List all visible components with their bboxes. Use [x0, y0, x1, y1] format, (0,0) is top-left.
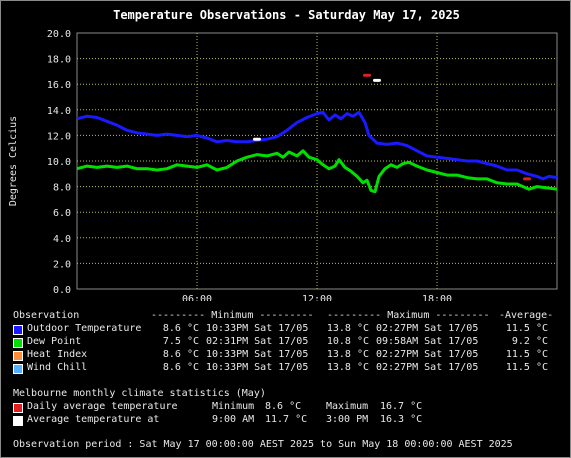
- daily-max-value: 16.7 °C: [380, 401, 423, 412]
- max-time: 02:27PM Sat 17/05: [376, 362, 479, 373]
- series-swatch: [13, 351, 23, 361]
- series-swatch: [13, 364, 23, 374]
- min-time: 02:31PM Sat 17/05: [206, 336, 309, 347]
- max-time: 09:58AM Sat 17/05: [376, 336, 479, 347]
- y-tick-label: 10.0: [47, 157, 71, 168]
- y-tick-label: 20.0: [47, 29, 71, 40]
- table-header-maximum: --------- Maximum ---------: [327, 310, 490, 321]
- average-at-swatch: [13, 416, 23, 426]
- max-value: 13.8 °C: [326, 323, 369, 334]
- y-tick-label: 0.0: [53, 285, 71, 296]
- climate-marker-min: [523, 177, 531, 181]
- y-axis-label: Degrees Celcius: [8, 116, 19, 206]
- y-tick-label: 18.0: [47, 55, 71, 66]
- temperature-chart: 0.02.04.06.08.010.012.014.016.018.020.0 …: [8, 29, 558, 301]
- average-value: 11.5 °C: [505, 349, 548, 360]
- y-tick-label: 12.0: [47, 131, 71, 142]
- series-name: Heat Index: [27, 349, 88, 360]
- table-header-average: -Average-: [499, 310, 554, 321]
- average-at-time-2: 3:00 PM: [326, 414, 369, 425]
- average-at-value-2: 16.3 °C: [380, 414, 423, 425]
- average-value: 9.2 °C: [511, 336, 548, 347]
- max-time: 02:27PM Sat 17/05: [376, 323, 479, 334]
- chart-title: Temperature Observations - Saturday May …: [113, 8, 460, 22]
- x-tick-label: 18:00: [422, 294, 452, 301]
- min-value: 7.5 °C: [162, 336, 199, 347]
- table-header-minimum: --------- Minimum ---------: [151, 310, 314, 321]
- average-at-time-1: 9:00 AM: [212, 414, 255, 425]
- series-swatch: [13, 325, 23, 335]
- daily-average-swatch: [13, 403, 23, 413]
- y-tick-label: 14.0: [47, 106, 71, 117]
- series-name: Wind Chill: [27, 362, 88, 373]
- average-value: 11.5 °C: [505, 323, 548, 334]
- average-value: 11.5 °C: [505, 362, 548, 373]
- climate-heading: Melbourne monthly climate statistics (Ma…: [13, 388, 266, 399]
- max-value: 13.8 °C: [326, 362, 369, 373]
- min-value: 8.6 °C: [162, 362, 199, 373]
- y-tick-label: 6.0: [53, 208, 71, 219]
- y-tick-label: 16.0: [47, 80, 71, 91]
- daily-min-value: 8.6 °C: [265, 401, 302, 412]
- max-value: 10.8 °C: [326, 336, 369, 347]
- series-line-dew-point: [76, 149, 558, 194]
- x-tick-label: 12:00: [302, 294, 332, 301]
- min-value: 8.6 °C: [162, 349, 199, 360]
- observation-period: Observation period : Sat May 17 00:00:00…: [13, 439, 513, 450]
- daily-min-label: Minimum: [212, 401, 255, 412]
- y-tick-label: 4.0: [53, 234, 71, 245]
- x-axis-ticks: 06:00 12:00 18:00: [182, 294, 452, 301]
- min-time: 10:33PM Sat 17/05: [206, 349, 309, 360]
- climate-marker-max: [363, 73, 371, 77]
- max-time: 02:27PM Sat 17/05: [376, 349, 479, 360]
- climate-marker-9am: [253, 137, 261, 141]
- climate-markers: [253, 73, 531, 181]
- y-tick-label: 8.0: [53, 183, 71, 194]
- y-tick-label: 2.0: [53, 259, 71, 270]
- x-tick-label: 06:00: [182, 294, 212, 301]
- y-axis-ticks: 0.0 2.0 4.0 6.0 8.0 10.0 12.0 14.0 16.0 18.0 20.0: [47, 29, 71, 296]
- series-name: Outdoor Temperature: [27, 323, 142, 334]
- min-time: 10:33PM Sat 17/05: [206, 362, 309, 373]
- average-at-value-1: 11.7 °C: [265, 414, 308, 425]
- average-at-label: Average temperature at: [27, 414, 160, 425]
- series-name: Dew Point: [27, 336, 82, 347]
- min-value: 8.6 °C: [162, 323, 199, 334]
- series-swatch: [13, 338, 23, 348]
- daily-max-label: Maximum: [326, 401, 369, 412]
- table-header-observation: Observation: [13, 310, 80, 321]
- daily-average-label: Daily average temperature: [27, 401, 178, 412]
- climate-marker-3pm: [373, 78, 381, 82]
- min-time: 10:33PM Sat 17/05: [206, 323, 309, 334]
- max-value: 13.8 °C: [326, 349, 369, 360]
- chart-series: [76, 110, 558, 194]
- series-line-outdoor-temperature: [76, 110, 558, 181]
